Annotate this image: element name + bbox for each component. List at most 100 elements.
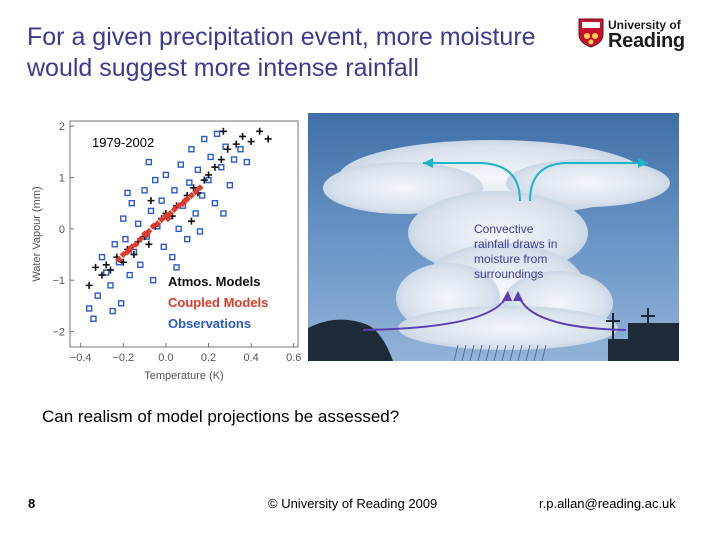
annotation-line3: moisture from [474, 252, 547, 266]
scatter-point-coupled-models [132, 240, 140, 248]
page-number: 8 [28, 496, 36, 511]
scatter-point-observations [183, 235, 191, 243]
scatter-point-coupled-models [143, 231, 151, 239]
x-tick-label: 0.6 [286, 352, 301, 364]
scatter-point-coupled-models [187, 191, 195, 199]
power-line-poles [606, 308, 655, 361]
scatter-point-coupled-models [192, 188, 200, 196]
scatter-point-observations [152, 176, 159, 184]
legend-observations: Observations [168, 316, 251, 331]
scatter-point-observations [186, 179, 193, 186]
scatter-point-coupled-models [115, 256, 123, 264]
scatter-point-observations [226, 182, 234, 189]
scatter-point-observations [201, 135, 208, 143]
scatter-point-observations [230, 156, 238, 163]
scatter-point-coupled-models [181, 197, 189, 205]
scatter-point-atmos-models [200, 176, 208, 184]
outflow-arrow-left [423, 162, 521, 202]
scatter-point-observations [158, 197, 165, 204]
scatter-point-observations [141, 187, 148, 194]
scatter-point-observations [198, 192, 206, 199]
slide-title-line1: For a given precipitation event, more mo… [27, 23, 536, 51]
scatter-point-atmos-models [217, 156, 225, 164]
x-tick-label: −0.4 [70, 352, 92, 364]
author-email: r.p.allan@reading.ac.uk [539, 496, 676, 511]
scatter-point-atmos-models [247, 138, 255, 146]
inflow-arrow-right-head [513, 291, 523, 301]
scatter-point-observations [85, 305, 93, 312]
y-tick-label: 0 [59, 224, 65, 236]
scatter-point-observations [196, 228, 204, 235]
annotation-line2: rainfall draws in [474, 237, 557, 251]
scatter-point-observations [145, 158, 153, 166]
chart-title: 1979-2002 [92, 135, 154, 150]
y-tick-label: 1 [59, 173, 65, 185]
y-tick-label: −1 [52, 275, 65, 287]
scatter-point-atmos-models [145, 240, 153, 248]
scatter-point-observations [213, 130, 221, 138]
scatter-point-observations [211, 199, 219, 207]
scatter-point-observations [237, 146, 244, 153]
scatter-point-observations [169, 253, 176, 261]
photo-annotation: Convective rainfall draws in moisture fr… [474, 222, 557, 281]
chart-ylabel: Water Vapour (mm) [31, 186, 43, 281]
slide-title: For a given precipitation event, more mo… [27, 22, 597, 84]
university-logo: University of Reading [578, 14, 708, 54]
scatter-point-atmos-models [147, 197, 155, 205]
scatter-point-atmos-models [85, 281, 93, 289]
scatter-point-observations [188, 146, 195, 153]
scatter-point-observations [126, 271, 133, 279]
scatter-point-atmos-models [119, 258, 127, 266]
x-tick-label: 0.0 [158, 352, 173, 364]
scatter-point-atmos-models [92, 263, 100, 271]
scatter-point-atmos-models [264, 135, 272, 143]
outflow-arrow-right [529, 162, 648, 202]
chart-xlabel: Temperature (K) [144, 370, 223, 382]
logo-line2: Reading [608, 30, 685, 52]
slide-title-line2: would suggest more intense rainfall [27, 54, 419, 82]
scatter-point-observations [177, 161, 185, 168]
scatter-point-observations [109, 307, 116, 315]
rain-shaft [453, 344, 547, 361]
scatter-point-coupled-models [124, 248, 132, 256]
scatter-point-observations [103, 269, 110, 276]
scatter-point-observations [173, 264, 180, 271]
inflow-arrow-left-head [502, 291, 512, 301]
chart-plot-area [69, 120, 299, 348]
scatter-point-atmos-models [190, 184, 198, 192]
y-tick-label: −2 [52, 327, 65, 339]
scatter-point-coupled-models [166, 209, 174, 217]
copyright-text: © University of Reading 2009 [268, 496, 438, 511]
scatter-point-coupled-models [126, 245, 134, 253]
scatter-point-observations [134, 220, 142, 227]
scatter-point-observations [171, 187, 178, 194]
scatter-point-atmos-models [256, 127, 264, 135]
scatter-point-observations [128, 199, 135, 207]
annotation-line4: surroundings [474, 267, 543, 281]
outflow-arrow-right-head [638, 158, 648, 168]
scatter-point-observations [98, 253, 106, 261]
scatter-point-observations [94, 292, 101, 299]
scatter-point-coupled-models [170, 205, 178, 213]
y-tick-label: 2 [59, 121, 65, 133]
scatter-point-observations [194, 166, 202, 173]
question-text: Can realism of model projections be asse… [42, 407, 400, 426]
scatter-chart: −0.4 −0.2 0.0 0.2 0.4 0.6 −2 −1 0 1 2 1979-2002 Wa… [31, 120, 301, 382]
scatter-point-atmos-models [205, 171, 213, 179]
scatter-point-atmos-models [106, 266, 114, 274]
scatter-point-coupled-models [158, 216, 166, 224]
scatter-point-observations [147, 207, 155, 215]
scatter-point-atmos-models [232, 140, 240, 148]
annotation-line1: Convective [474, 222, 534, 236]
scatter-point-coupled-models [136, 235, 144, 243]
scatter-point-observations [122, 235, 129, 243]
cloud-anvil [323, 140, 670, 350]
scatter-point-atmos-models [187, 217, 195, 225]
scatter-point-coupled-models [196, 184, 204, 192]
x-tick-label: −0.2 [112, 352, 134, 364]
scatter-point-observations [111, 241, 118, 248]
scatter-point-observations [162, 171, 170, 179]
scatter-point-observations [117, 300, 125, 307]
scatter-point-observations [243, 158, 251, 166]
scatter-point-observations [220, 210, 227, 217]
